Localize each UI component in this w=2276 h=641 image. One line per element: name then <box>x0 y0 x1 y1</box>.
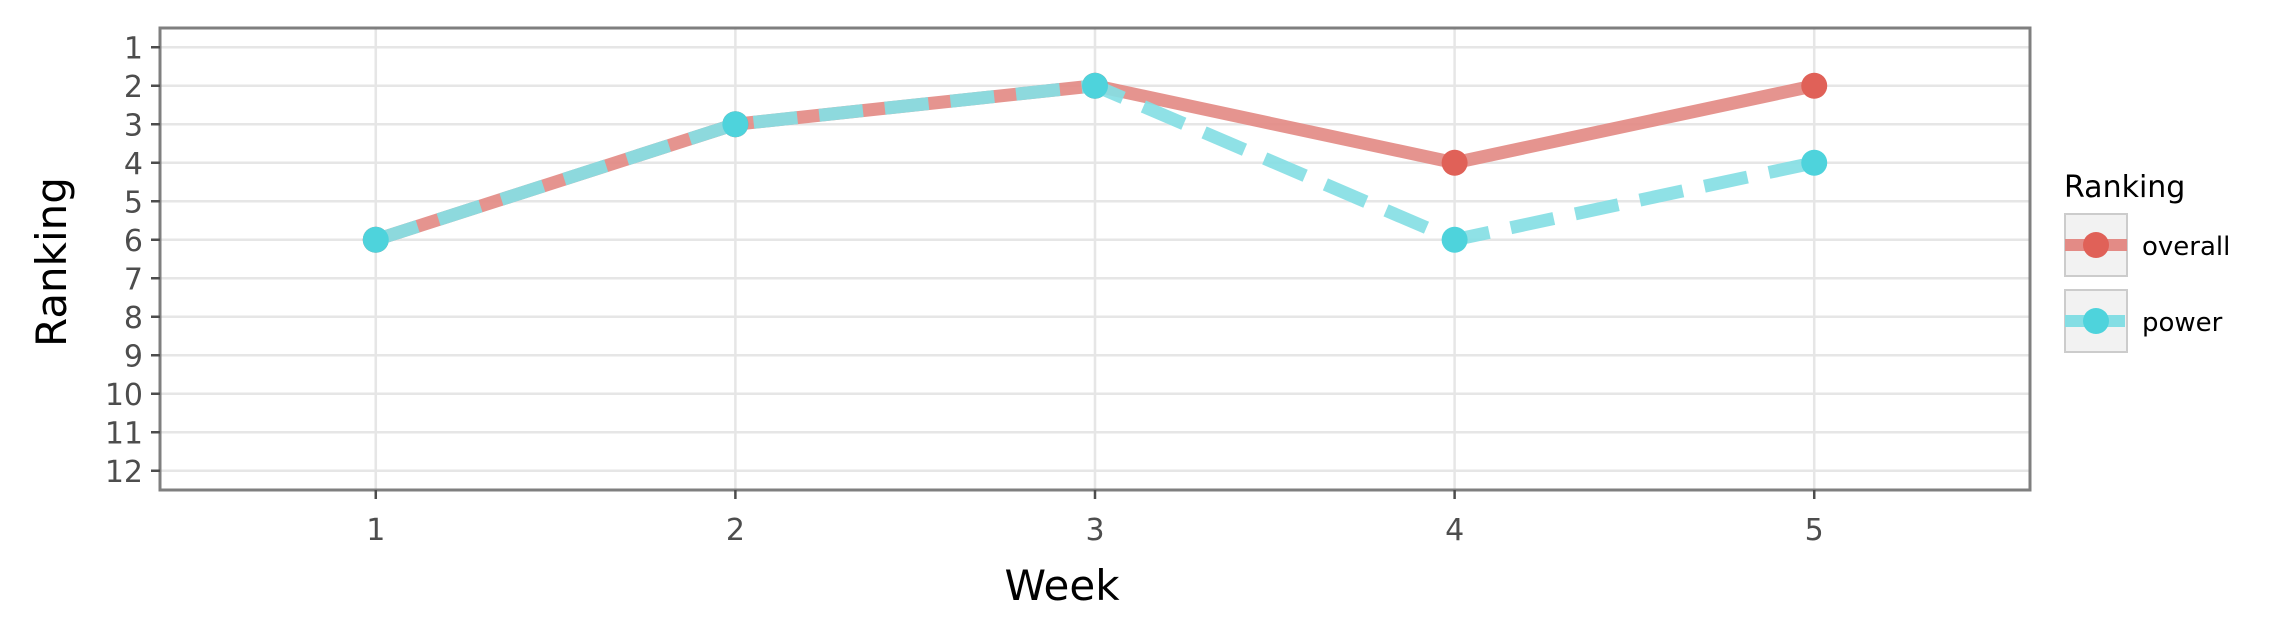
data-point-overall <box>1441 149 1468 176</box>
y-tick-label: 5 <box>124 185 143 220</box>
legend-title: Ranking <box>2064 170 2185 205</box>
data-point-power <box>362 226 389 253</box>
legend-key-point <box>2083 232 2109 258</box>
legend-label: overall <box>2142 232 2230 262</box>
y-tick-label: 6 <box>124 224 143 259</box>
series-power <box>362 72 1828 253</box>
data-point-overall <box>1801 72 1828 99</box>
y-tick-label: 7 <box>124 262 143 297</box>
y-tick-label: 2 <box>124 70 143 105</box>
data-point-power <box>1441 226 1468 253</box>
x-tick-label: 1 <box>366 513 385 548</box>
x-tick-label: 2 <box>726 513 745 548</box>
x-tick-label: 4 <box>1445 513 1464 548</box>
legend-item-power: power <box>2064 289 2223 353</box>
x-tick-label: 3 <box>1085 513 1104 548</box>
y-tick-label: 12 <box>105 455 143 490</box>
x-tick-label: 5 <box>1805 513 1824 548</box>
y-tick-label: 8 <box>124 301 143 336</box>
series-layer <box>362 72 1828 253</box>
y-gridlines <box>160 46 2030 472</box>
y-tick-label: 1 <box>124 31 143 66</box>
x-gridlines <box>374 28 1816 490</box>
data-point-power <box>1082 72 1108 99</box>
data-point-power <box>1801 149 1828 176</box>
y-tick-label: 11 <box>105 416 143 451</box>
y-tick-label: 3 <box>124 108 143 143</box>
y-axis-title: Ranking <box>27 177 76 347</box>
legend-label: power <box>2142 308 2223 338</box>
legend-items: overall power <box>2064 213 2230 353</box>
data-point-power <box>722 111 749 138</box>
y-tick-label: 4 <box>124 147 143 182</box>
legend: Ranking overall power <box>2064 170 2230 353</box>
y-tick-label: 10 <box>105 378 143 413</box>
legend-item-overall: overall <box>2064 213 2230 277</box>
x-axis-title: Week <box>1004 561 1120 610</box>
legend-key-point <box>2083 308 2109 334</box>
y-tick-label: 9 <box>124 339 143 374</box>
x-axis-ticks: 1 2 3 4 5 <box>366 490 1824 548</box>
